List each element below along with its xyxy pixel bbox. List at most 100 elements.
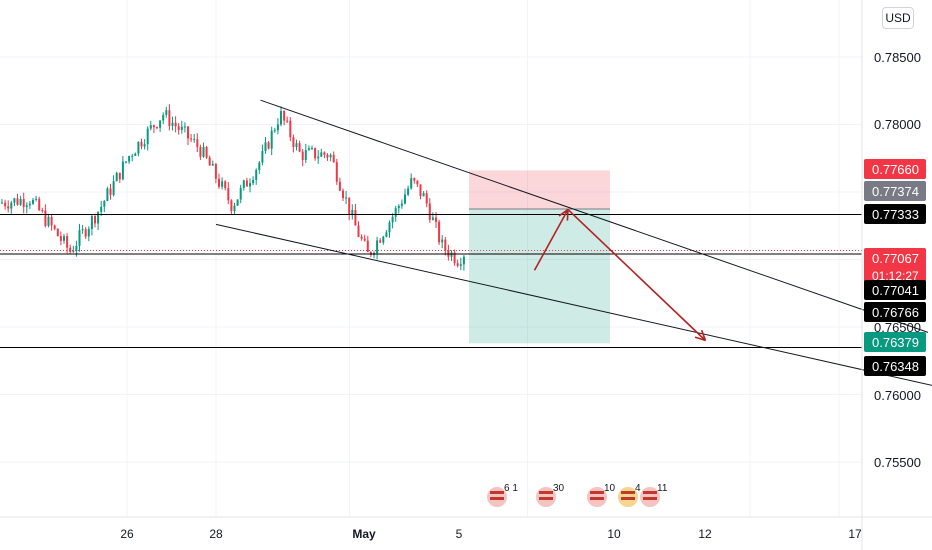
candle-body — [159, 120, 162, 128]
economic-events[interactable]: 6 1 30 10 4 11 — [485, 483, 668, 509]
candle-body — [44, 210, 47, 226]
price-axis[interactable]: 0.78500 0.78000 0.76500 0.76000 0.75500 — [874, 50, 921, 470]
candle-body — [41, 210, 44, 212]
candle-body — [267, 142, 270, 149]
candle-body — [301, 151, 304, 161]
candle-body — [131, 155, 134, 157]
price-tick-label: 0.76500 — [874, 320, 921, 335]
candle-body — [292, 137, 295, 147]
time-axis[interactable]: 26 28 May 5 10 12 17 — [120, 527, 862, 541]
candle-body — [233, 205, 236, 212]
candle-body — [453, 252, 456, 264]
arrow-head — [558, 208, 569, 217]
candle-body — [444, 239, 447, 251]
candle-body — [109, 188, 112, 195]
candle-body — [149, 125, 152, 129]
candle-body — [404, 194, 406, 204]
flag-stripe — [490, 491, 504, 494]
candle-body — [391, 216, 394, 223]
candle-body — [317, 156, 320, 159]
candle-body — [425, 193, 428, 204]
candle-body — [115, 172, 118, 182]
candle-body — [357, 225, 360, 237]
countdown-label: 01:12:27 — [872, 269, 919, 283]
price-tag-label: 0.77333 — [872, 207, 919, 222]
candle-body — [134, 153, 137, 156]
candle-body — [410, 178, 413, 189]
candle-body — [78, 230, 81, 246]
candle-body — [63, 236, 65, 241]
price-tag — [864, 280, 926, 300]
trendline — [260, 99, 929, 333]
candle-body — [199, 147, 202, 157]
candle-body — [351, 210, 354, 215]
grid-lines — [0, 0, 862, 517]
candle-body — [283, 111, 286, 121]
candle-body — [286, 120, 289, 122]
stop-loss-zone — [469, 170, 610, 210]
candle-body — [205, 147, 208, 158]
candle-body — [69, 247, 72, 252]
candle-body — [289, 120, 292, 138]
candle-body — [236, 199, 239, 206]
candle-body — [397, 205, 400, 209]
candle-body — [354, 210, 357, 226]
horizontal-levels[interactable] — [0, 214, 862, 349]
flag-stripe — [643, 497, 657, 500]
candle-body — [32, 199, 34, 204]
time-tick-label: May — [352, 527, 376, 541]
price-tag-label: 0.76766 — [872, 305, 919, 320]
candle-body — [214, 164, 217, 179]
candle-body — [13, 198, 16, 203]
candle-body — [438, 221, 441, 243]
candle-body — [202, 147, 205, 157]
candle-body — [255, 169, 258, 180]
candle-body — [335, 162, 338, 182]
candle-body — [35, 198, 38, 200]
flag-stripe — [539, 491, 553, 494]
candle-body — [208, 157, 211, 166]
candle-body — [59, 236, 62, 241]
time-tick-label: 17 — [848, 527, 862, 541]
candle-body — [66, 236, 69, 248]
candle-body — [462, 256, 465, 265]
price-tick-label: 0.78000 — [874, 117, 921, 132]
candle-body — [242, 180, 245, 188]
event-count: 30 — [553, 483, 565, 494]
candle-body — [50, 216, 53, 226]
currency-button[interactable]: USD — [882, 7, 914, 29]
candle-body — [276, 124, 279, 131]
candle-body — [441, 239, 444, 243]
candle-body — [38, 198, 41, 211]
price-tag-label: 0.77660 — [872, 162, 919, 177]
flag-stripe — [621, 497, 635, 500]
candle-body — [125, 161, 127, 163]
candle-body — [121, 161, 124, 180]
price-tick-label: 0.76000 — [874, 388, 921, 403]
event-count: 4 — [635, 483, 641, 494]
candle-body — [190, 138, 193, 140]
price-tag-label: 0.77374 — [872, 184, 919, 199]
flag-stripe — [590, 497, 604, 500]
price-tag — [864, 356, 926, 376]
candle-body — [84, 229, 87, 237]
candle-body — [360, 236, 363, 239]
candle-body — [326, 154, 329, 158]
candle-body — [394, 208, 397, 217]
candle-body — [385, 232, 388, 237]
projection-arrow — [567, 208, 707, 342]
trendline — [215, 223, 932, 386]
candle-body — [180, 126, 183, 130]
trendlines[interactable] — [215, 99, 932, 394]
candle-body — [366, 240, 369, 253]
candle-body — [75, 245, 78, 251]
projection-arrows[interactable] — [533, 208, 707, 342]
candle-body — [218, 178, 220, 187]
flag-stripe — [621, 491, 635, 494]
short-position-tool[interactable] — [469, 170, 610, 344]
candle-body — [187, 126, 189, 139]
candle-body — [128, 156, 131, 162]
candle-body — [103, 200, 106, 207]
candle-body — [7, 206, 10, 209]
